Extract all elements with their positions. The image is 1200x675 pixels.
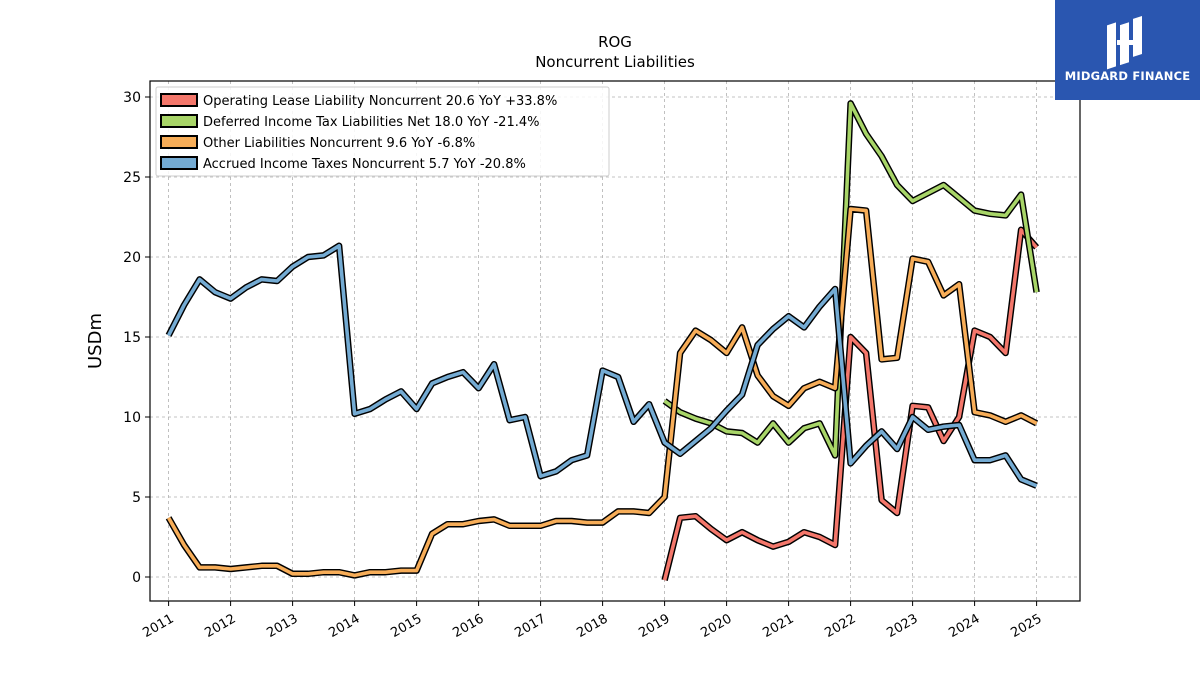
x-tick-label: 2020: [698, 611, 734, 641]
series-stroke: [167, 207, 1038, 578]
x-tick-label: 2021: [760, 611, 796, 641]
legend-swatch: [160, 93, 198, 107]
logo-mark-icon: [1107, 15, 1142, 70]
plot-area-frame: [149, 80, 1081, 602]
legend-entry: Deferred Income Tax Liabilities Net 18.0…: [203, 115, 539, 130]
x-tick-label: 2018: [574, 611, 610, 641]
x-tick-label: 2014: [326, 611, 362, 641]
x-tick-label: 2023: [884, 611, 920, 641]
legend-swatch: [160, 114, 198, 128]
brand-logo: MIDGARD FINANCE: [1055, 0, 1200, 100]
x-tick-label: 2012: [202, 611, 238, 641]
legend-swatch: [160, 156, 198, 170]
series-line-0: [661, 226, 1040, 581]
y-tick-label: 30: [123, 90, 141, 106]
y-axis-label: USDm: [85, 313, 106, 369]
x-tick-label: 2024: [946, 611, 982, 641]
y-tick-label: 15: [123, 330, 141, 346]
x-tick-label: 2015: [388, 611, 424, 641]
chart-subtitle: Noncurrent Liabilities: [535, 53, 695, 71]
logo-text: MIDGARD FINANCE: [1064, 69, 1191, 83]
x-tick-label: 2022: [822, 611, 858, 641]
x-tick-label: 2019: [636, 611, 672, 641]
legend-entry: Accrued Income Taxes Noncurrent 5.7 YoY …: [203, 157, 526, 172]
legend-swatch: [160, 135, 198, 149]
y-tick-label: 0: [132, 570, 141, 586]
x-tick-label: 2016: [450, 611, 486, 641]
x-axis: 2011 2012 2013 2014 2015 2016 2017 2018 2019 2020…: [140, 601, 1045, 641]
series-layer: [165, 100, 1040, 581]
series-stroke: [166, 244, 1038, 488]
x-tick-label: 2025: [1008, 611, 1044, 641]
y-tick-label: 10: [123, 410, 141, 426]
y-axis: 0 5 10 15 20 25 30: [123, 90, 150, 586]
y-tick-label: 5: [132, 490, 141, 506]
y-tick-label: 20: [123, 250, 141, 266]
x-tick-label: 2017: [512, 611, 548, 641]
series-stroke: [663, 101, 1039, 458]
series-line-2: [165, 205, 1039, 579]
x-tick-label: 2011: [140, 611, 176, 641]
legend-entry: Other Liabilities Noncurrent 9.6 YoY -6.…: [203, 136, 475, 151]
grid-lines: [150, 81, 1080, 601]
x-tick-label: 2013: [264, 611, 300, 641]
chart-title: ROG: [598, 33, 632, 51]
legend-box: [155, 86, 610, 177]
legend-entry: Operating Lease Liability Noncurrent 20.…: [203, 94, 557, 109]
y-tick-label: 25: [123, 170, 141, 186]
series-line-3: [165, 242, 1038, 489]
series-stroke: [662, 228, 1038, 581]
series-line-1: [662, 100, 1040, 459]
legend: Operating Lease Liability Noncurrent 20.…: [155, 86, 610, 177]
